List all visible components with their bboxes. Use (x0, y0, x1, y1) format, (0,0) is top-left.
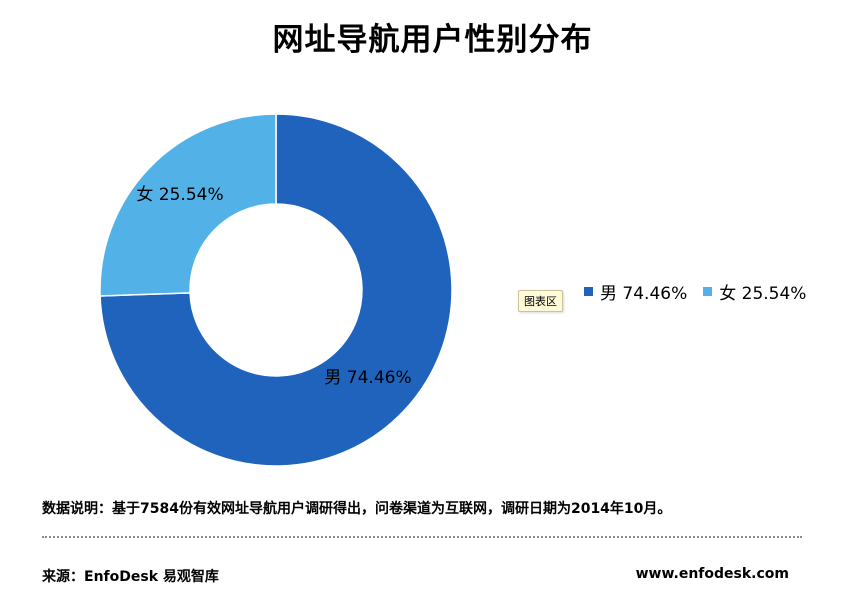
legend-label-male: 男 74.46% (600, 284, 688, 304)
source-text: 来源：EnfoDesk 易观智库 (42, 569, 219, 585)
legend-swatch-female (703, 287, 713, 296)
legend-item-male[interactable]: 男 74.46% (584, 279, 687, 304)
data-note: 数据说明：基于7584份有效网址导航用户调研得出，问卷渠道为互联网，调研日期为2… (42, 501, 672, 517)
legend: 男 74.46% 女 25.54% (584, 279, 822, 304)
chart-title: 网址导航用户性别分布 (272, 22, 593, 58)
legend-swatch-male (584, 287, 593, 296)
legend-item-female[interactable]: 女 25.54% (703, 279, 806, 304)
donut-slice-male[interactable] (99, 113, 453, 467)
donut-slice-female[interactable] (99, 113, 277, 297)
data-label-male: 男 74.46% (324, 368, 411, 388)
website-link[interactable]: www.enfodesk.com (635, 566, 789, 582)
data-label-female: 女 25.54% (136, 185, 223, 205)
chart-area-tooltip: 图表区 (518, 290, 563, 312)
legend-label-female: 女 25.54% (719, 284, 807, 304)
footer-divider (42, 536, 802, 538)
